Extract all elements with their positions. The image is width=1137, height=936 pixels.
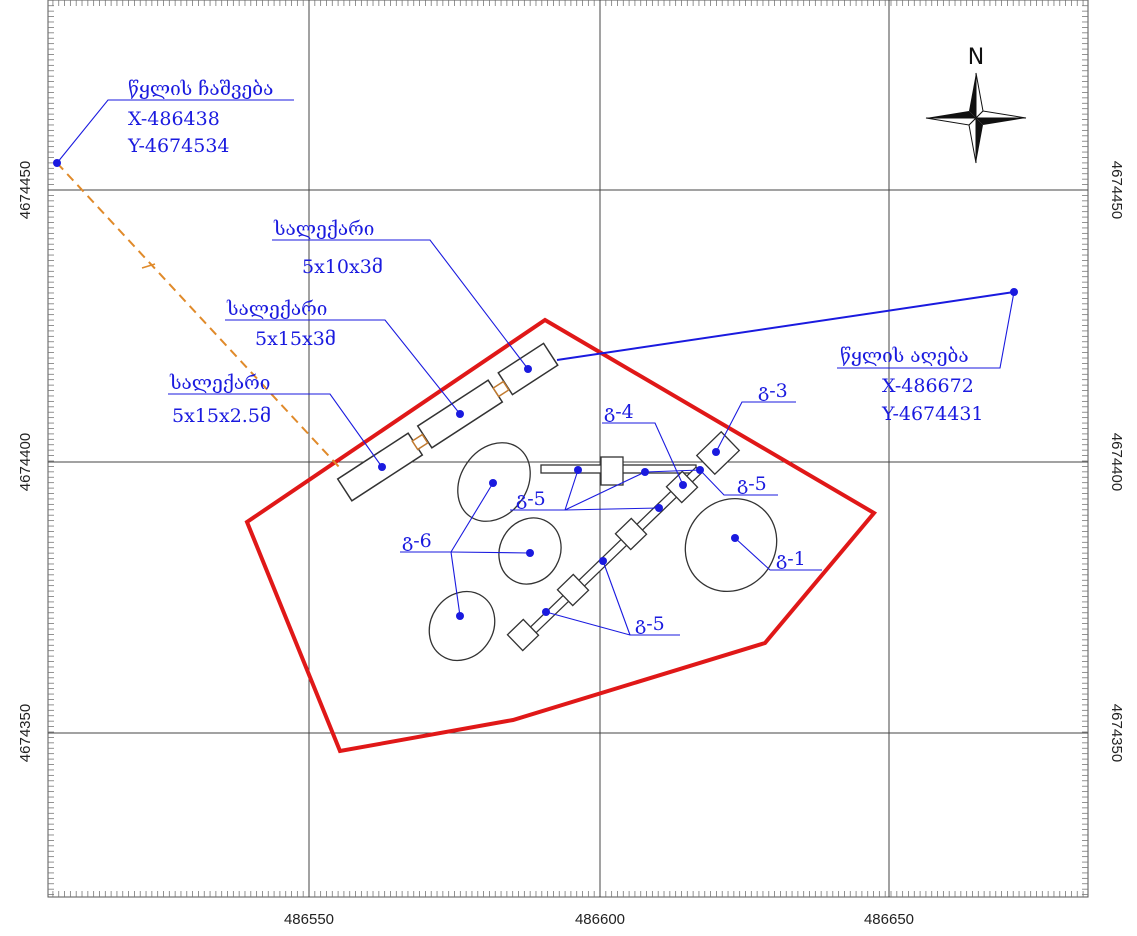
well-label-g5-bottom: გ-5 — [635, 613, 665, 635]
well-label-g3: გ-3 — [758, 380, 788, 402]
tank1-label-size: 5x10x3მ — [302, 256, 383, 278]
point-g5-5 — [599, 557, 607, 565]
point-g1 — [731, 534, 739, 542]
point-intake — [1010, 288, 1018, 296]
point-g3 — [712, 448, 720, 456]
well-label-g4: გ-4 — [604, 401, 634, 423]
x-tick-label-486550: 486550 — [284, 911, 334, 928]
point-discharge — [53, 159, 61, 167]
y-tick-label-left-4674400: 4674400 — [17, 433, 34, 491]
well-label-g1: გ-1 — [776, 548, 806, 570]
point-tank1 — [524, 365, 532, 373]
intake-label-y: Y-4674431 — [881, 403, 984, 425]
discharge-label-x: X-486438 — [128, 108, 220, 130]
header-pipe-valve-box — [601, 457, 623, 485]
y-tick-label-right-4674350: 4674350 — [1108, 704, 1125, 762]
point-tank3 — [378, 463, 386, 471]
point-g4 — [679, 481, 687, 489]
tank3-label-size: 5x15x2.5მ — [172, 405, 271, 427]
point-g5-4 — [655, 504, 663, 512]
point-g5-3 — [696, 466, 704, 474]
point-g5-1 — [574, 466, 582, 474]
well-label-g5-left: გ-5 — [516, 488, 546, 510]
tank2-label-title: სალექარი — [226, 298, 327, 320]
x-tick-label-486650: 486650 — [864, 911, 914, 928]
y-tick-label-right-4674450: 4674450 — [1108, 161, 1125, 219]
y-tick-label-right-4674400: 4674400 — [1108, 433, 1125, 491]
point-g6-1 — [489, 479, 497, 487]
tank1-label-title: სალექარი — [273, 218, 374, 240]
tank2-label-size: 5x15x3მ — [255, 328, 336, 350]
intake-label-title: წყლის აღება — [840, 345, 969, 367]
point-g5-2 — [641, 468, 649, 476]
x-tick-label-486600: 486600 — [575, 911, 625, 928]
intake-label-x: X-486672 — [882, 375, 974, 397]
well-label-g6: გ-6 — [402, 530, 432, 552]
point-g6-2 — [526, 549, 534, 557]
point-tank2 — [456, 410, 464, 418]
point-g6-3 — [456, 612, 464, 620]
tank3-label-title: სალექარი — [169, 372, 270, 394]
point-g5-6 — [542, 608, 550, 616]
discharge-label-y: Y-4674534 — [127, 135, 230, 157]
north-label: N — [968, 45, 984, 70]
well-label-g5-right: გ-5 — [737, 473, 767, 495]
discharge-label-title: წყლის ჩაშვება — [128, 78, 273, 100]
y-tick-label-left-4674350: 4674350 — [17, 704, 34, 762]
y-tick-label-left-4674450: 4674450 — [17, 161, 34, 219]
